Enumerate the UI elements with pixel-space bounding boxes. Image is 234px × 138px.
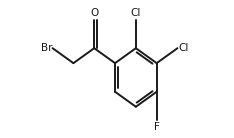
Text: O: O bbox=[90, 8, 98, 18]
Text: Cl: Cl bbox=[131, 8, 141, 18]
Text: Cl: Cl bbox=[179, 43, 189, 53]
Text: F: F bbox=[154, 122, 160, 132]
Text: Br: Br bbox=[41, 43, 53, 53]
